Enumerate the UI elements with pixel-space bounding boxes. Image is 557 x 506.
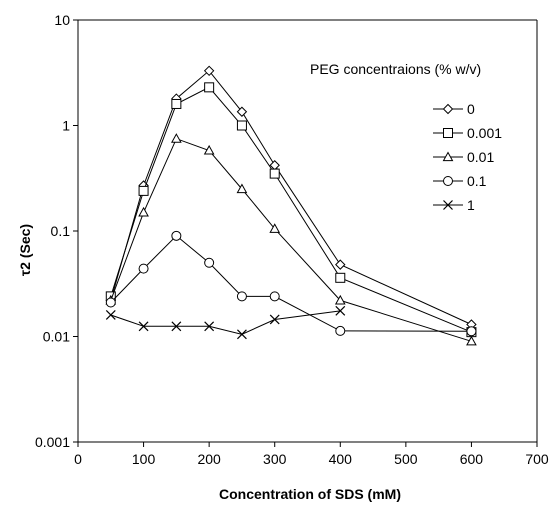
marker-triangle xyxy=(236,183,248,194)
x-tick-label: 100 xyxy=(132,451,156,467)
x-tick-label: 0 xyxy=(74,451,82,467)
marker-circle xyxy=(171,230,182,241)
series-0.1 xyxy=(105,230,477,337)
legend-item: 0.01 xyxy=(433,149,494,165)
marker-square xyxy=(443,128,453,138)
series-line xyxy=(110,86,472,333)
legend-title: PEG concentraions (% w/v) xyxy=(310,61,481,77)
marker-square xyxy=(269,168,280,179)
marker-cross xyxy=(237,329,247,340)
marker-cross xyxy=(335,305,346,316)
marker-cross xyxy=(171,321,182,332)
marker-cross xyxy=(138,321,149,332)
marker-circle xyxy=(466,326,477,337)
legend-label: 0.01 xyxy=(467,149,494,165)
marker-circle xyxy=(138,263,149,274)
marker-diamond xyxy=(236,106,248,117)
x-tick-label: 500 xyxy=(394,451,418,467)
marker-diamond xyxy=(203,65,215,77)
marker-diamond xyxy=(335,259,346,270)
y-tick-label: 0.01 xyxy=(43,329,70,345)
series-line xyxy=(110,138,472,342)
marker-square xyxy=(236,120,247,131)
marker-triangle xyxy=(334,294,346,305)
x-axis-title: Concentration of SDS (mM) xyxy=(219,486,401,502)
marker-cross xyxy=(105,310,116,320)
y-tick-label: 10 xyxy=(54,12,70,28)
series-0 xyxy=(105,65,477,330)
marker-circle xyxy=(204,257,215,268)
marker-circle xyxy=(443,176,453,186)
marker-square xyxy=(335,272,346,283)
y-tick-label: 0.1 xyxy=(51,223,71,239)
marker-triangle xyxy=(269,223,281,233)
marker-cross xyxy=(269,314,280,325)
y-tick-label: 0.001 xyxy=(35,434,70,450)
x-tick-label: 400 xyxy=(329,451,353,467)
axes xyxy=(77,19,538,443)
marker-square xyxy=(171,98,182,109)
marker-cross xyxy=(204,321,215,332)
x-tick-label: 200 xyxy=(197,451,221,467)
x-tick-label: 700 xyxy=(525,451,549,467)
legend-item: 0 xyxy=(433,101,475,117)
marker-triangle xyxy=(442,151,454,162)
x-tick-label: 600 xyxy=(460,451,484,467)
marker-circle xyxy=(236,291,247,302)
marker-circle xyxy=(335,325,346,336)
legend-item: 0.001 xyxy=(433,125,502,141)
series-line xyxy=(110,70,472,325)
y-tick-label: 1 xyxy=(62,118,70,134)
marker-triangle xyxy=(203,144,215,155)
marker-triangle xyxy=(171,133,182,143)
legend-item: 1 xyxy=(433,197,475,213)
series-1 xyxy=(105,305,346,340)
marker-diamond xyxy=(442,103,454,115)
legend: PEG concentraions (% w/v) 0 0.001 0.01 0.1 1 xyxy=(310,61,502,213)
marker-triangle xyxy=(138,206,149,217)
y-axis-title: τ2 (Sec) xyxy=(17,224,33,276)
x-tick-label: 300 xyxy=(263,451,287,467)
series-line xyxy=(110,310,341,335)
marker-circle xyxy=(269,291,280,302)
marker-cross xyxy=(443,200,453,210)
series-0.01 xyxy=(105,133,477,346)
legend-label: 0 xyxy=(467,101,475,117)
series-layer xyxy=(105,65,477,346)
marker-square xyxy=(204,82,215,93)
marker-circle xyxy=(105,297,116,308)
legend-label: 0.001 xyxy=(467,125,502,141)
marker-triangle xyxy=(466,335,477,346)
series-0.001 xyxy=(105,82,477,338)
marker-square xyxy=(138,185,149,196)
legend-label: 1 xyxy=(467,197,475,213)
legend-label: 0.1 xyxy=(467,173,487,189)
legend-item: 0.1 xyxy=(433,173,487,189)
series-line xyxy=(110,235,472,332)
